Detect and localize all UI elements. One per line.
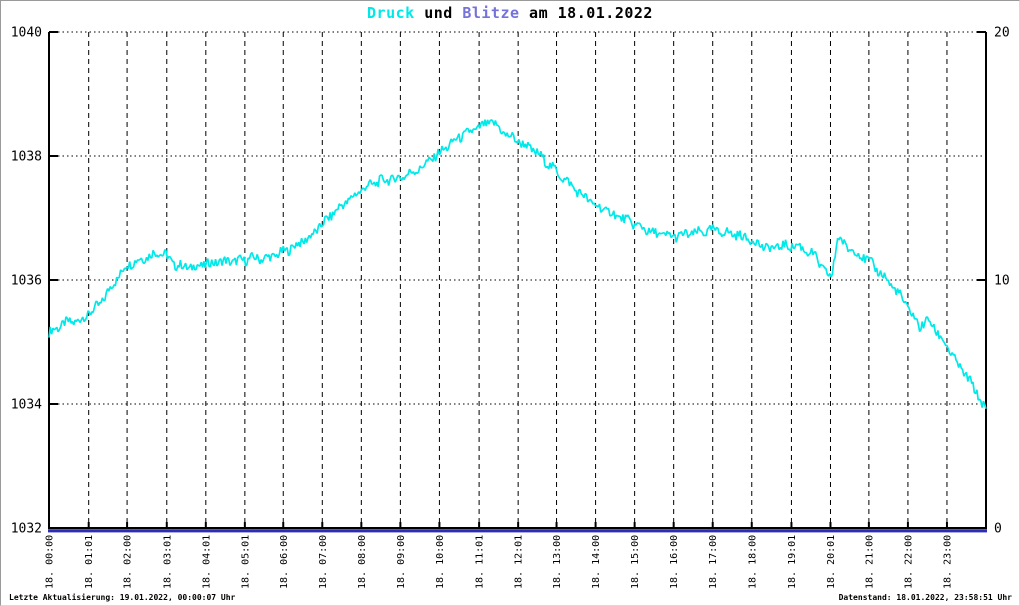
left-tick-label: 1036 <box>11 274 42 289</box>
pressure-series-line <box>48 119 987 409</box>
x-tick-label: 18. 17:00 <box>708 535 719 589</box>
vertical-gridlines <box>88 32 948 528</box>
x-tick-label: 18. 21:00 <box>864 535 875 589</box>
left-tick-label: 1034 <box>11 398 42 413</box>
x-tick-label: 18. 06:00 <box>279 535 290 589</box>
x-tick-label: 18. 19:01 <box>787 535 798 589</box>
x-tick-label: 18. 01:01 <box>84 535 95 589</box>
x-tick-label: 18. 05:01 <box>240 535 251 589</box>
x-tick-label: 18. 10:00 <box>435 535 446 589</box>
right-tick-label: 20 <box>994 26 1010 41</box>
left-tick-label: 1032 <box>11 522 42 537</box>
lightning-series-line <box>48 529 987 533</box>
x-tick-label: 18. 07:00 <box>318 535 329 589</box>
x-tick-label: 18. 23:00 <box>942 535 953 589</box>
x-tick-label: 18. 20:01 <box>826 535 837 589</box>
x-tick-label: 18. 12:01 <box>514 535 525 589</box>
title-blitze-label: Blitze <box>462 4 520 22</box>
left-tick-label: 1038 <box>11 150 42 165</box>
title-date-text: am 18.01.2022 <box>519 4 653 22</box>
right-axis-tick-labels: 20 10 0 <box>994 26 1010 537</box>
left-axis-tick-labels: 1040 1038 1036 1034 1032 <box>11 26 42 537</box>
footer-data-state: Datenstand: 18.01.2022, 23:58:51 Uhr <box>838 593 1012 602</box>
x-tick-label: 18. 09:00 <box>396 535 407 589</box>
right-tick-label: 10 <box>994 274 1010 289</box>
footer-last-update: Letzte Aktualisierung: 19.01.2022, 00:00… <box>9 593 236 602</box>
right-tick-label: 0 <box>994 522 1002 537</box>
x-tick-label: 18. 14:00 <box>591 535 602 589</box>
x-tick-label: 18. 02:00 <box>123 535 134 589</box>
x-tick-label: 18. 22:00 <box>903 535 914 589</box>
tick-marks <box>48 31 986 529</box>
x-tick-label: 18. 00:00 <box>45 535 56 589</box>
x-axis-tick-labels: 18. 00:00 18. 01:01 18. 02:00 18. 03:01 18. … <box>45 535 954 589</box>
x-tick-label: 18. 18:00 <box>747 535 758 589</box>
title-druck-label: Druck <box>367 4 415 22</box>
left-tick-label: 1040 <box>11 26 42 41</box>
x-tick-label: 18. 16:00 <box>669 535 680 589</box>
x-tick-label: 18. 08:00 <box>357 535 368 589</box>
x-tick-label: 18. 04:01 <box>201 535 212 589</box>
chart-title: Druck und Blitze am 18.01.2022 <box>1 4 1019 22</box>
x-tick-label: 18. 13:00 <box>552 535 563 589</box>
x-tick-label: 18. 11:01 <box>475 535 486 589</box>
title-und-text: und <box>414 4 463 22</box>
x-tick-label: 18. 03:01 <box>162 535 173 589</box>
horizontal-gridlines <box>49 31 986 529</box>
x-tick-label: 18. 15:00 <box>630 535 641 589</box>
